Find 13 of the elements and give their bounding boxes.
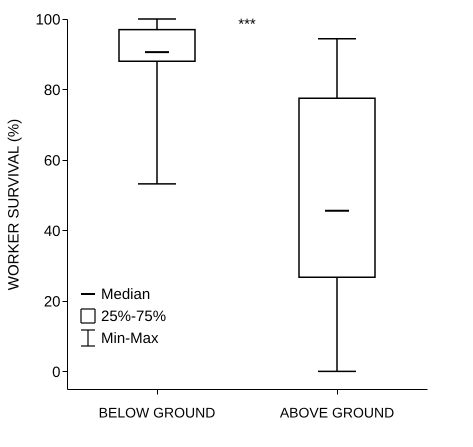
annotation: Min-Max — [101, 330, 159, 347]
x-tick-label: ABOVE GROUND — [280, 404, 394, 420]
y-tick-label: 0 — [52, 364, 60, 381]
y-tick-label: 60 — [44, 152, 60, 170]
annotation: 25%-75% — [101, 308, 166, 325]
annotation: *** — [238, 16, 256, 33]
annotation: Median — [101, 286, 150, 303]
y-axis-title: WORKER SURVIVAL (%) — [5, 118, 22, 290]
y-tick-label: 20 — [44, 293, 60, 310]
x-tick-label: BELOW GROUND — [98, 404, 216, 420]
y-tick-label: 40 — [44, 222, 60, 240]
y-tick-label: 100 — [35, 12, 60, 28]
y-tick-label: 80 — [44, 82, 60, 99]
